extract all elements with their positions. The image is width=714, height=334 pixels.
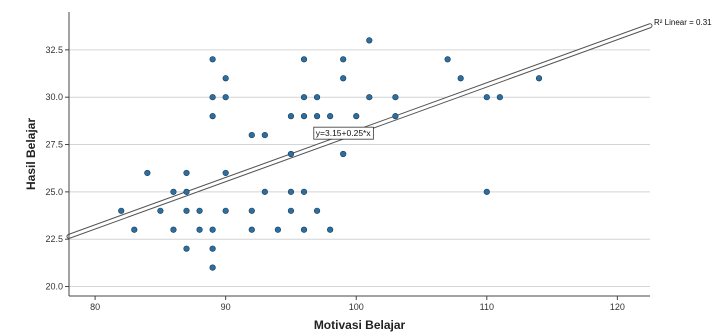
x-tick-label: 120 — [610, 302, 625, 312]
data-point — [287, 150, 295, 158]
equation-box: y=3.15+0.25*x — [313, 126, 374, 140]
data-point — [327, 113, 334, 120]
data-point — [300, 188, 308, 195]
data-point — [170, 188, 177, 195]
r2-label: R² Linear = 0.31 — [654, 18, 712, 27]
data-point — [483, 94, 490, 101]
y-tick-label: 30.0 — [45, 92, 63, 102]
data-point — [131, 226, 138, 233]
data-point — [118, 207, 125, 214]
y-tick-label: 22.5 — [45, 234, 63, 244]
data-point — [209, 56, 216, 63]
data-point — [287, 207, 295, 214]
data-point — [222, 75, 229, 82]
data-point — [183, 188, 190, 195]
data-point — [340, 75, 347, 82]
data-point — [340, 56, 347, 63]
data-point — [496, 94, 503, 101]
data-point — [392, 113, 399, 120]
data-point — [248, 131, 255, 139]
data-point — [222, 207, 229, 214]
data-point — [327, 226, 334, 233]
data-point — [392, 94, 399, 101]
data-point — [535, 75, 543, 82]
y-axis-title: Hasil Belajar — [24, 118, 38, 190]
y-tick-label: 32.5 — [45, 45, 63, 55]
data-point — [196, 226, 203, 233]
data-point — [313, 207, 321, 214]
data-point — [287, 113, 295, 120]
equation-label: y=3.15+0.25*x — [316, 128, 372, 138]
data-point — [287, 188, 295, 195]
data-point — [444, 56, 451, 63]
data-point — [313, 113, 321, 120]
data-point — [313, 94, 321, 101]
x-tick-label: 110 — [480, 302, 494, 312]
data-point — [261, 188, 268, 195]
data-point — [144, 169, 151, 177]
x-tick-label: 80 — [90, 302, 100, 312]
data-point — [183, 245, 190, 252]
data-point — [300, 226, 308, 233]
plot-area — [69, 12, 650, 296]
data-point — [483, 188, 490, 195]
x-tick-label: 100 — [349, 302, 364, 312]
data-point — [340, 150, 347, 158]
x-tick-label: 90 — [221, 302, 231, 312]
y-tick-label: 25.0 — [45, 187, 63, 197]
data-point — [300, 113, 308, 120]
data-point — [209, 264, 216, 271]
gridlines — [69, 49, 650, 288]
data-point — [222, 169, 229, 177]
data-point — [196, 207, 203, 214]
data-point — [183, 207, 190, 214]
data-point — [366, 94, 373, 101]
y-tick-label: 27.5 — [45, 140, 63, 150]
data-point — [209, 245, 216, 252]
x-axis-title: Motivasi Belajar — [314, 318, 406, 332]
data-point — [209, 94, 216, 101]
data-point — [157, 207, 164, 214]
data-point — [222, 94, 229, 101]
data-point — [300, 94, 308, 101]
y-tick-label: 20.0 — [45, 282, 63, 292]
data-point — [170, 226, 177, 233]
data-point — [183, 169, 190, 177]
data-point — [274, 226, 281, 233]
data-point — [248, 226, 255, 233]
data-point — [248, 207, 255, 214]
axis-ticks: 20.0 22.5 25.0 27.5 30.0 32.5 80 90 100 110 120 — [45, 45, 624, 312]
data-point — [209, 113, 216, 120]
data-point — [366, 37, 373, 44]
data-point — [261, 131, 268, 139]
data-point — [300, 56, 308, 63]
data-point — [457, 75, 464, 82]
data-point — [209, 226, 216, 233]
data-point — [353, 113, 360, 120]
